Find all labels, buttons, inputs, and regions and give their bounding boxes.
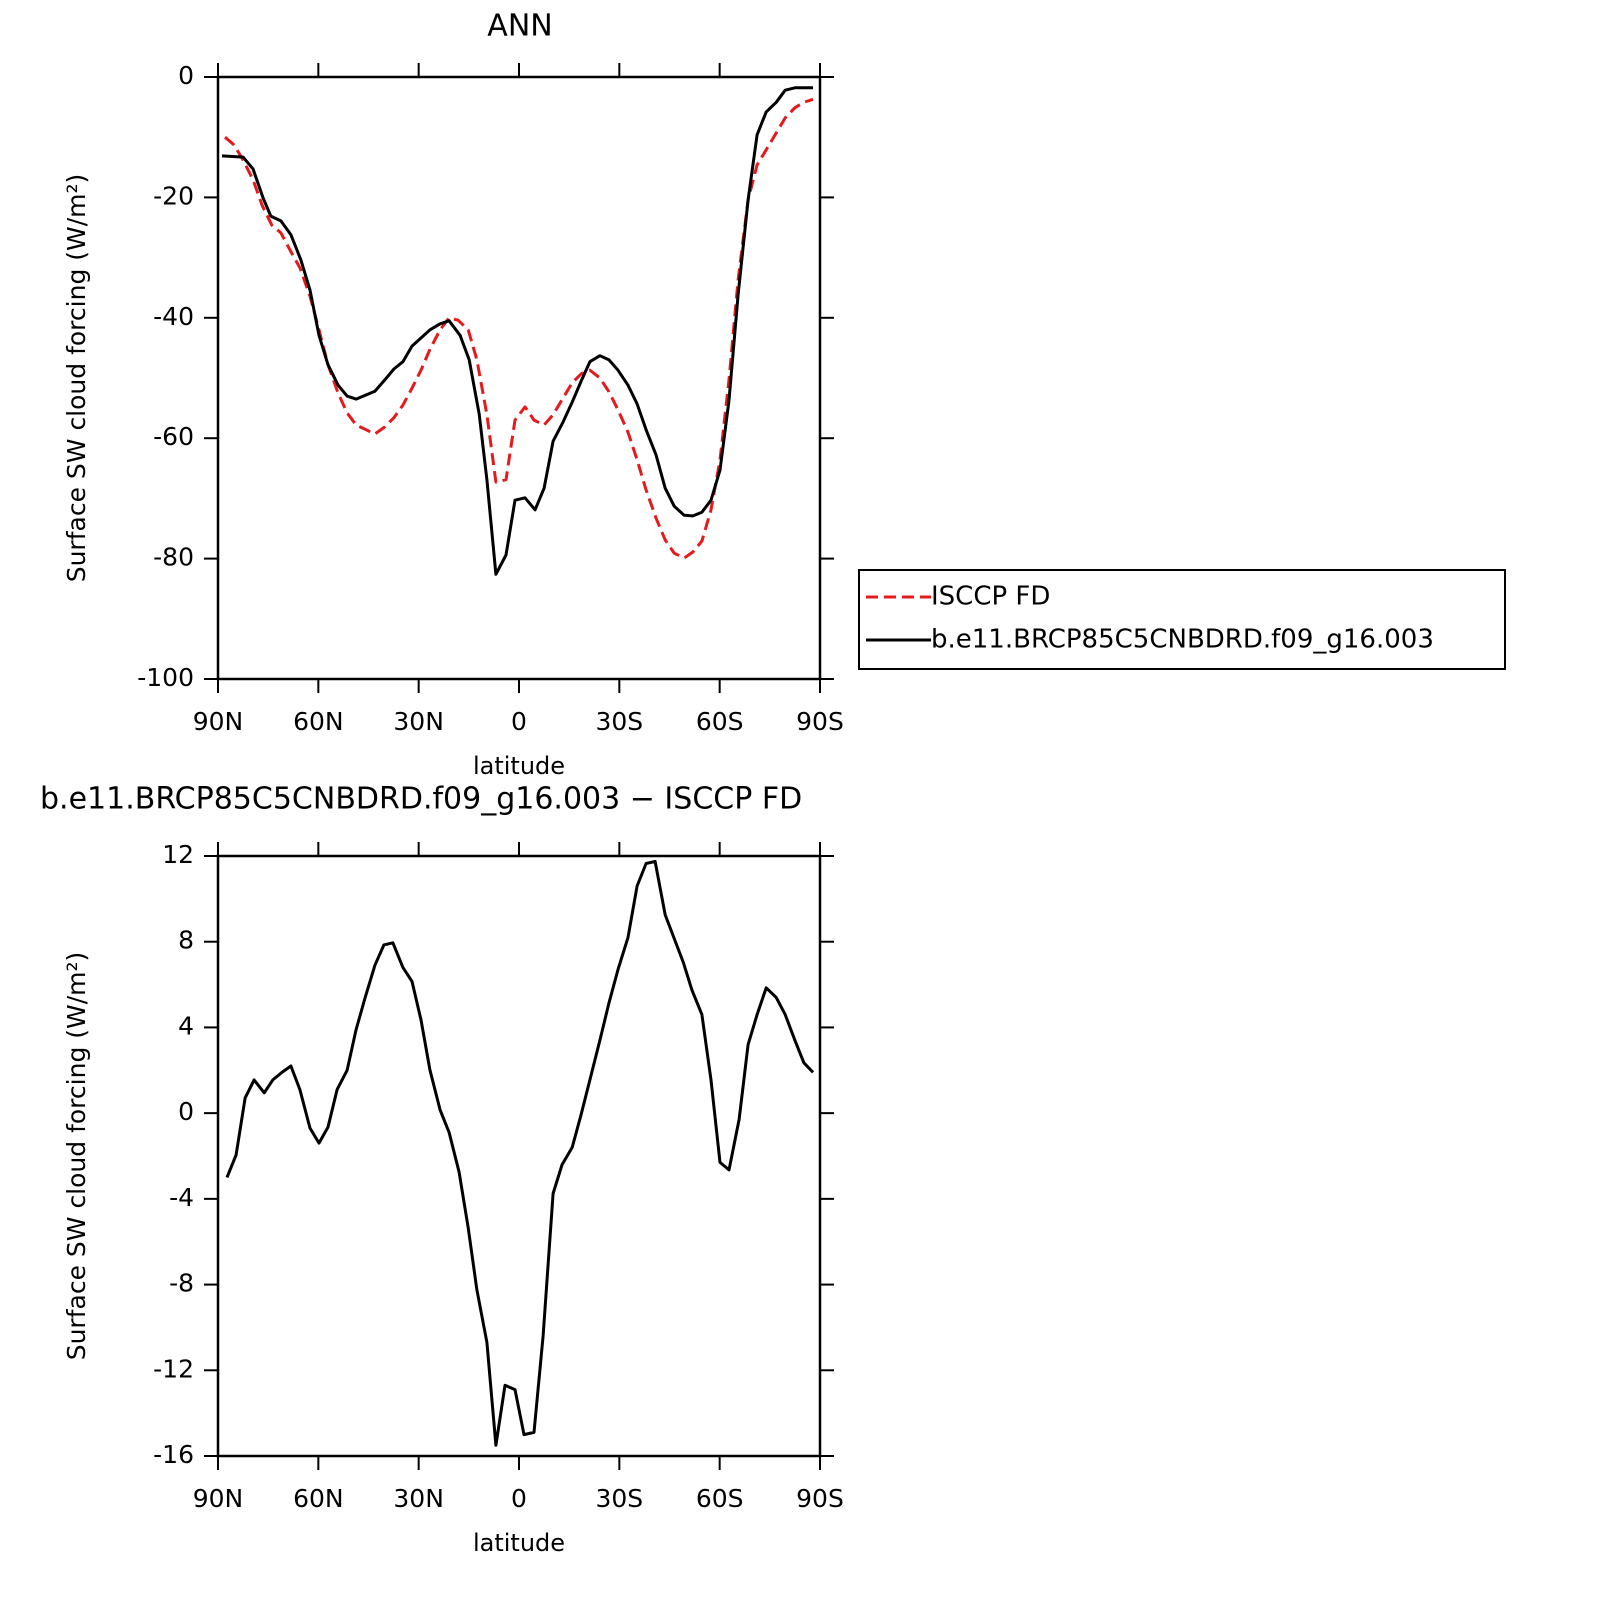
y-tick-label: -60 [153,422,194,451]
y-tick-label: -12 [153,1354,194,1383]
y-tick-label: -16 [153,1440,194,1469]
x-tick-label: 0 [511,707,527,736]
legend-label: b.e11.BRCP85C5CNBDRD.f09_g16.003 [931,625,1434,655]
x-tick-label: 90S [796,1484,844,1513]
x-tick-label: 60N [293,1484,344,1513]
x-tick-label: 60N [293,707,344,736]
legend-label: ISCCP FD [931,582,1050,612]
data-line [225,859,815,1447]
y-tick-label: -4 [169,1183,194,1212]
y-tick-label: 12 [162,840,194,869]
legend-box [858,569,1506,670]
y-tick-label: 0 [178,61,194,90]
x-tick-label: 90S [796,707,844,736]
y-axis-label: Surface SW cloud forcing (W/m²) [62,952,91,1361]
x-tick-label: 30S [595,707,643,736]
chart-title: ANN [487,9,552,44]
y-tick-label: -20 [153,181,194,210]
x-tick-label: 90N [193,1484,244,1513]
chart-title: b.e11.BRCP85C5CNBDRD.f09_g16.003 − ISCCP… [40,782,802,817]
x-tick-label: 90N [193,707,244,736]
y-tick-label: -100 [137,663,194,692]
y-tick-label: -80 [153,543,194,572]
y-tick-label: -8 [169,1269,194,1298]
y-axis-label: Surface SW cloud forcing (W/m²) [62,174,91,583]
data-line [221,86,813,576]
y-tick-label: 8 [178,926,194,955]
x-axis-label: latitude [473,1529,565,1557]
x-tick-label: 0 [511,1484,527,1513]
x-tick-label: 60S [696,707,744,736]
x-tick-label: 60S [696,1484,744,1513]
x-tick-label: 30S [595,1484,643,1513]
data-line [224,97,814,560]
x-tick-label: 30N [393,1484,444,1513]
y-tick-label: 0 [178,1097,194,1126]
y-tick-label: 4 [178,1011,194,1040]
y-tick-label: -40 [153,302,194,331]
x-tick-label: 30N [393,707,444,736]
plot-frame [216,854,822,1458]
x-axis-label: latitude [473,752,565,780]
